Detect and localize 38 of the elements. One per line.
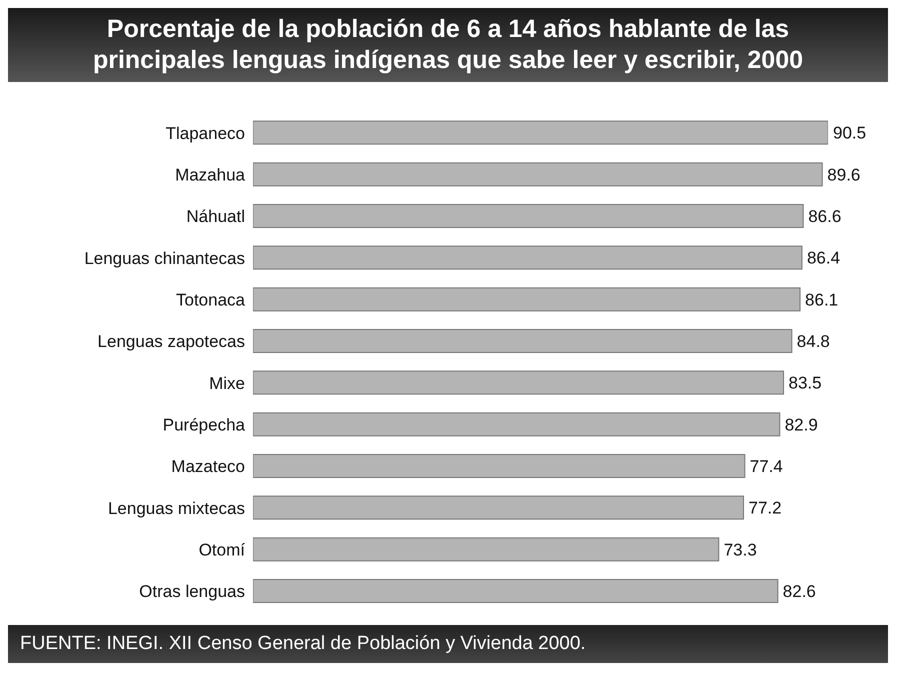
data-label: 90.5 — [833, 124, 866, 143]
data-label: 83.5 — [788, 374, 822, 393]
bar — [253, 246, 802, 270]
data-label: 86.1 — [805, 290, 838, 310]
bar — [253, 579, 778, 603]
y-tick-label: Mazahua — [175, 166, 246, 185]
bar — [253, 537, 720, 562]
bar — [253, 454, 746, 478]
bar — [253, 204, 804, 228]
data-label: 84.8 — [796, 332, 830, 352]
bar — [253, 120, 828, 145]
y-tick-label: Otras lenguas — [139, 582, 245, 602]
y-tick-label: Náhuatl — [186, 207, 245, 226]
y-tick-label: Mixe — [209, 374, 245, 393]
data-label: 82.6 — [782, 582, 816, 602]
y-tick-label: Tlapaneco — [166, 124, 245, 143]
bar — [253, 412, 780, 436]
data-label: 82.9 — [784, 415, 818, 434]
bar — [253, 329, 792, 353]
y-tick-label: Lenguas mixtecas — [108, 498, 245, 518]
bar — [253, 370, 784, 395]
y-tick-label: Lenguas chinantecas — [84, 248, 245, 268]
data-label: 77.2 — [748, 498, 782, 518]
bar — [253, 162, 823, 186]
y-tick-label: Totonaca — [176, 290, 246, 310]
data-label: 86.4 — [806, 248, 840, 268]
data-label: 89.6 — [827, 165, 860, 184]
y-tick-label: Lenguas zapotecas — [98, 332, 245, 352]
bar — [253, 496, 744, 520]
bar — [253, 287, 801, 312]
y-tick-label: Mazateco — [171, 457, 245, 476]
source-note: FUENTE: INEGI. XII Censo General de Población y Vivienda 2000. — [20, 633, 587, 655]
y-tick-label: Purépecha — [162, 416, 246, 435]
data-label: 77.4 — [750, 457, 783, 476]
chart-title: Porcentaje de la población de 6 a 14 años hablante de las principales lenguas indígenas que sabe leer y escribir, 2000 — [8, 8, 888, 82]
data-label: 73.3 — [724, 540, 757, 560]
y-tick-label: Otomí — [198, 540, 246, 560]
data-label: 86.6 — [808, 207, 842, 226]
